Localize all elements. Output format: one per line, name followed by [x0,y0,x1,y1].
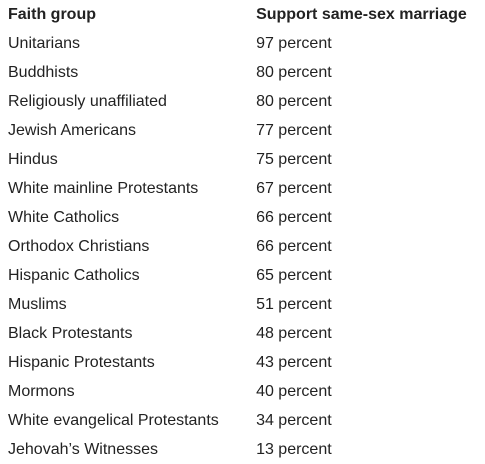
support-cell: 48 percent [256,324,332,342]
faith-group-cell: Hispanic Catholics [8,266,140,284]
faith-group-cell: Black Protestants [8,324,133,342]
header-faith-group: Faith group [8,5,96,23]
faith-group-cell: Hindus [8,150,58,168]
support-cell: 65 percent [256,266,332,284]
faith-group-cell: Orthodox Christians [8,237,150,255]
table-row: Mormons 40 percent [0,377,485,406]
table-row: Jewish Americans 77 percent [0,116,485,145]
faith-group-cell: Mormons [8,382,75,400]
support-cell: 13 percent [256,440,332,458]
table-row: Muslims 51 percent [0,290,485,319]
faith-group-cell: Religiously unaffiliated [8,92,167,110]
table-row: White evangelical Protestants 34 percent [0,406,485,435]
table-row: Religiously unaffiliated 80 percent [0,87,485,116]
table-row: Buddhists 80 percent [0,58,485,87]
support-cell: 67 percent [256,179,332,197]
support-cell: 80 percent [256,63,332,81]
support-cell: 80 percent [256,92,332,110]
support-cell: 75 percent [256,150,332,168]
support-cell: 97 percent [256,34,332,52]
support-cell: 34 percent [256,411,332,429]
support-cell: 51 percent [256,295,332,313]
faith-group-cell: Muslims [8,295,67,313]
header-support: Support same-sex marriage [256,5,467,23]
header-row: Faith group Support same-sex marriage [0,0,485,29]
support-cell: 40 percent [256,382,332,400]
support-cell: 66 percent [256,208,332,226]
table-header: Faith group Support same-sex marriage [0,0,485,29]
faith-group-cell: White Catholics [8,208,120,226]
faith-group-cell: White mainline Protestants [8,179,199,197]
table-body: Unitarians 97 percent Buddhists 80 percent… [0,29,485,464]
table-row: Jehovah’s Witnesses 13 percent [0,435,485,464]
faith-group-cell: Unitarians [8,34,81,52]
table-row: Black Protestants 48 percent [0,319,485,348]
support-cell: 66 percent [256,237,332,255]
table-row: White mainline Protestants 67 percent [0,174,485,203]
faith-group-cell: Buddhists [8,63,79,81]
faith-group-cell: White evangelical Protestants [8,411,219,429]
table-row: Hispanic Protestants 43 percent [0,348,485,377]
support-cell: 77 percent [256,121,332,139]
table-row: Orthodox Christians 66 percent [0,232,485,261]
faith-group-cell: Hispanic Protestants [8,353,155,371]
table-row: White Catholics 66 percent [0,203,485,232]
table-row: Hindus 75 percent [0,145,485,174]
faith-group-cell: Jehovah’s Witnesses [8,440,158,458]
support-cell: 43 percent [256,353,332,371]
faith-group-cell: Jewish Americans [8,121,137,139]
table-row: Hispanic Catholics 65 percent [0,261,485,290]
table-row: Unitarians 97 percent [0,29,485,58]
